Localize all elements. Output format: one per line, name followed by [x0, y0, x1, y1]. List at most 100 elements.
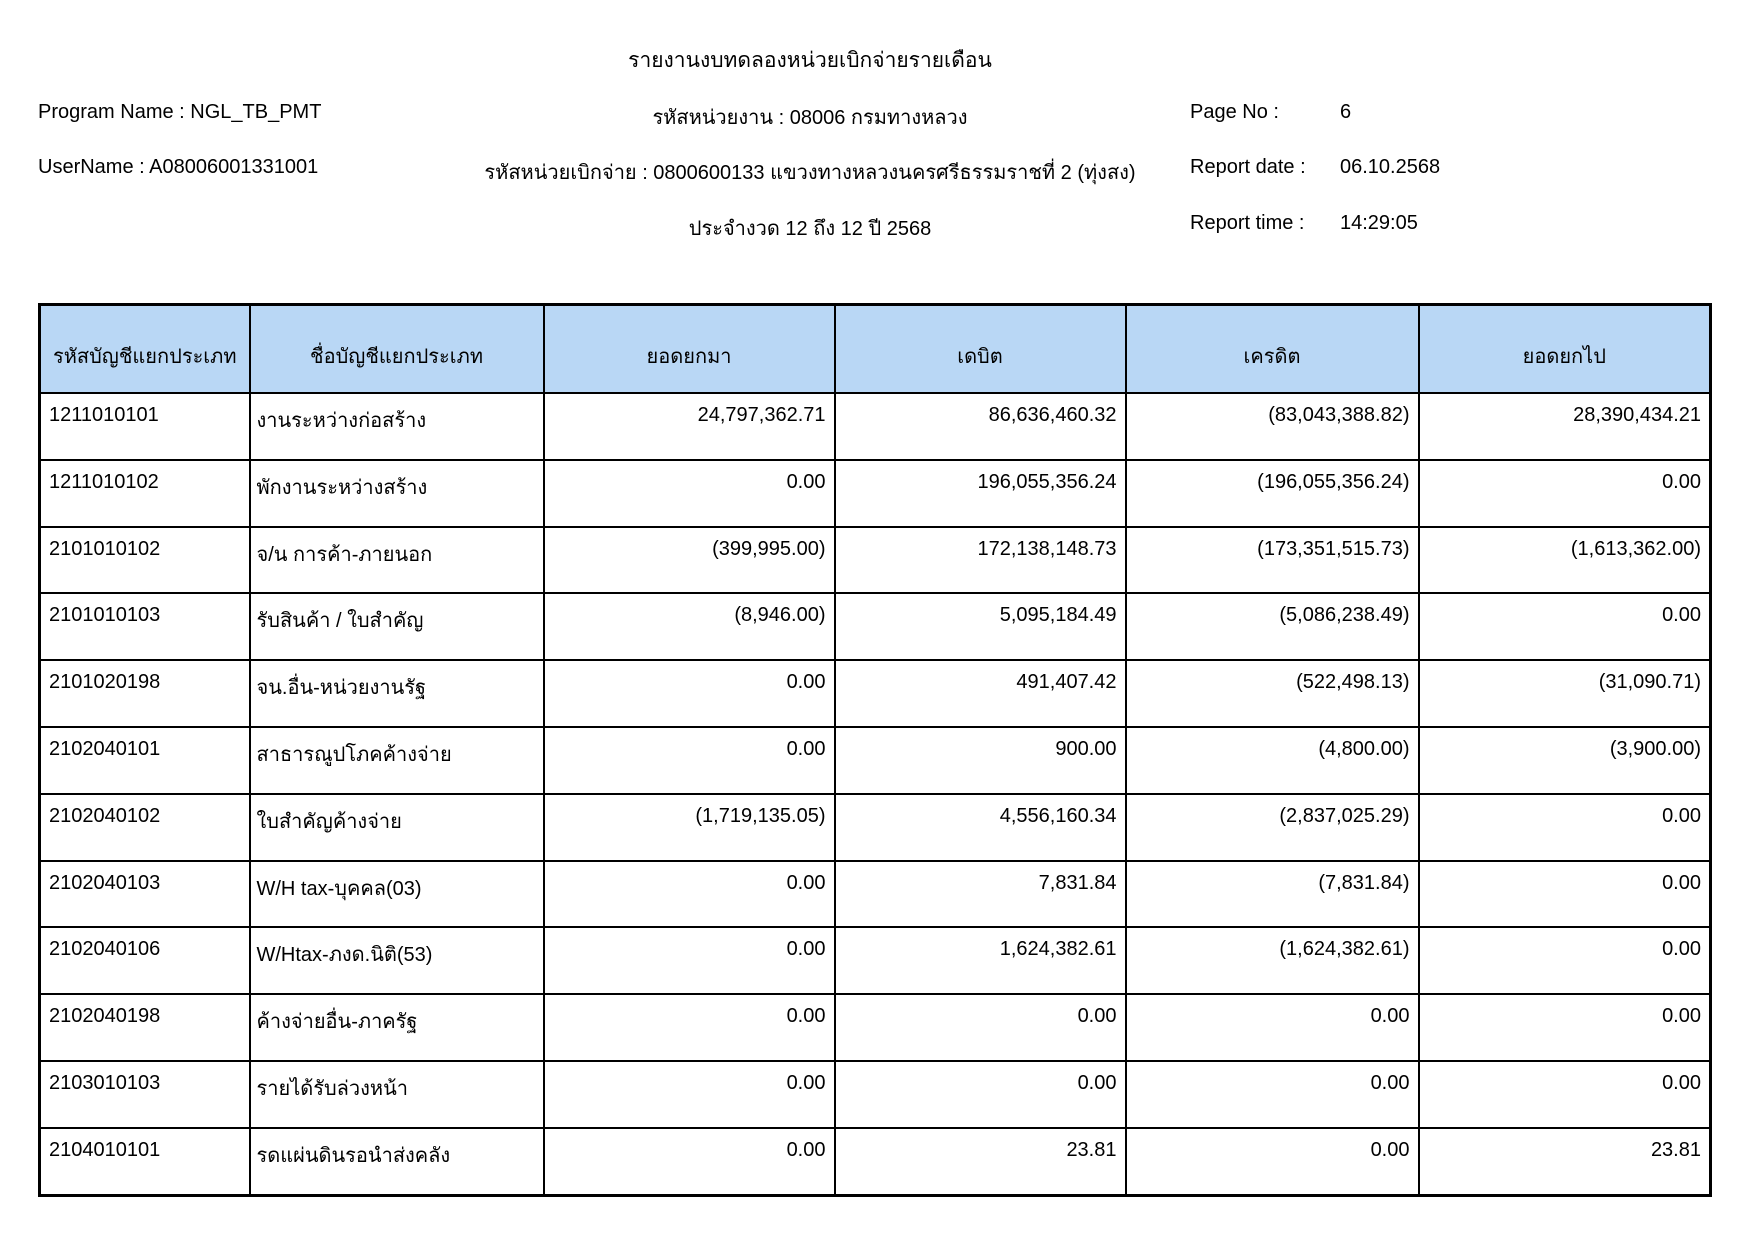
- column-header-balance-carried: ยอดยกไป: [1417, 303, 1712, 394]
- cell-balance-forward: 0.00: [542, 1059, 836, 1129]
- table-row: 2102040103 W/H tax-บุคคล(03) 0.00 7,831.84(…: [38, 859, 1712, 929]
- cell-debit: 5,095,184.49: [833, 592, 1127, 662]
- column-header-credit: เครดิต: [1124, 303, 1420, 394]
- report-time-value: 14:29:05: [1340, 212, 1418, 234]
- cell-balance-forward: 0.00: [542, 926, 836, 996]
- cell-balance-carried: (1,613,362.00): [1417, 525, 1712, 595]
- cell-debit: 900.00: [833, 725, 1127, 795]
- table-header: รหัสบัญชีแยกประเภท ชื่อบัญชีแยกประเภท ยอ…: [38, 303, 1712, 394]
- table-row: 2102040198 ค้างจ่ายอื่น-ภาครัฐ 0.00 0.00 0.0…: [38, 993, 1712, 1062]
- table-row: 2104010101 รดแผ่นดินรอนำส่งคลัง 0.00 23.81 0…: [38, 1126, 1712, 1197]
- cell-balance-forward: 0.00: [542, 859, 836, 929]
- table-row: 2102040102 ใบสำคัญค้างจ่าย (1,719,135.05) 4…: [38, 792, 1712, 862]
- table-row: 2101010103 รับสินค้า / ใบสำคัญ (8,946.00) 5…: [38, 592, 1712, 662]
- cell-credit: 0.00: [1124, 993, 1420, 1062]
- cell-account-code: 2103010103: [38, 1059, 251, 1129]
- cell-balance-carried: 0.00: [1417, 592, 1712, 662]
- column-header-balance-forward: ยอดยกมา: [542, 303, 836, 394]
- table-header-row: รหัสบัญชีแยกประเภท ชื่อบัญชีแยกประเภท ยอ…: [38, 303, 1712, 394]
- cell-account-code: 2102040103: [38, 859, 251, 929]
- cell-balance-carried: 0.00: [1417, 1059, 1712, 1129]
- cell-balance-carried: 0.00: [1417, 993, 1712, 1062]
- trial-balance-table: รหัสบัญชีแยกประเภท ชื่อบัญชีแยกประเภท ยอ…: [38, 303, 1712, 1197]
- cell-credit: 0.00: [1124, 1059, 1420, 1129]
- cell-balance-carried: (31,090.71): [1417, 659, 1712, 728]
- cell-balance-forward: 0.00: [542, 458, 836, 528]
- cell-credit: (1,624,382.61): [1124, 926, 1420, 996]
- table-row: 1211010102 พักงานระหว่างสร้าง 0.00 196,055,…: [38, 458, 1712, 528]
- column-header-account-name: ชื่อบัญชีแยกประเภท: [248, 303, 545, 394]
- cell-account-code: 2101010102: [38, 525, 251, 595]
- cell-debit: 491,407.42: [833, 659, 1127, 728]
- cell-debit: 0.00: [833, 1059, 1127, 1129]
- cell-account-name: W/Htax-ภงด.นิติ(53): [248, 926, 545, 996]
- cell-credit: (173,351,515.73): [1124, 525, 1420, 595]
- report-title: รายงานงบทดลองหน่วยเบิกจ่ายรายเดือน: [628, 49, 992, 72]
- cell-account-name: รดแผ่นดินรอนำส่งคลัง: [248, 1126, 545, 1197]
- cell-account-name: ค้างจ่ายอื่น-ภาครัฐ: [248, 993, 545, 1062]
- cell-balance-carried: 23.81: [1417, 1126, 1712, 1197]
- cell-balance-forward: 24,797,362.71: [542, 392, 836, 461]
- report-date-label: Report date :: [1190, 156, 1306, 178]
- cell-account-code: 2102040106: [38, 926, 251, 996]
- cell-balance-carried: (3,900.00): [1417, 725, 1712, 795]
- cell-account-code: 2102040101: [38, 725, 251, 795]
- cell-credit: (5,086,238.49): [1124, 592, 1420, 662]
- page-no-label: Page No :: [1190, 101, 1279, 123]
- cell-account-name: ใบสำคัญค้างจ่าย: [248, 792, 545, 862]
- cell-account-name: จน.อื่น-หน่วยงานรัฐ: [248, 659, 545, 728]
- cell-credit: (522,498.13): [1124, 659, 1420, 728]
- cell-credit: 0.00: [1124, 1126, 1420, 1197]
- cell-debit: 86,636,460.32: [833, 392, 1127, 461]
- agency-code: รหัสหน่วยงาน : 08006 กรมทางหลวง: [652, 107, 968, 129]
- table-row: 2102040101 สาธารณูปโภคค้างจ่าย 0.00 900.00(…: [38, 725, 1712, 795]
- table-row: 1211010101 งานระหว่างก่อสร้าง 24,797,362.7…: [38, 392, 1712, 461]
- cell-balance-forward: (1,719,135.05): [542, 792, 836, 862]
- table-row: 2102040106 W/Htax-ภงด.นิติ(53) 0.00 1,624,3…: [38, 926, 1712, 996]
- cell-balance-forward: 0.00: [542, 1126, 836, 1197]
- cell-account-name: จ/น การค้า-ภายนอก: [248, 525, 545, 595]
- cell-account-name: พักงานระหว่างสร้าง: [248, 458, 545, 528]
- cell-account-name: สาธารณูปโภคค้างจ่าย: [248, 725, 545, 795]
- table-row: 2103010103 รายได้รับล่วงหน้า 0.00 0.00 0.00 0…: [38, 1059, 1712, 1129]
- cell-debit: 1,624,382.61: [833, 926, 1127, 996]
- cell-credit: (4,800.00): [1124, 725, 1420, 795]
- cell-balance-forward: (399,995.00): [542, 525, 836, 595]
- cell-credit: (2,837,025.29): [1124, 792, 1420, 862]
- cell-account-code: 2101020198: [38, 659, 251, 728]
- cell-account-name: งานระหว่างก่อสร้าง: [248, 392, 545, 461]
- report-time-label: Report time :: [1190, 212, 1305, 234]
- table-body: 1211010101 งานระหว่างก่อสร้าง 24,797,362.7…: [38, 392, 1712, 1197]
- cell-balance-forward: (8,946.00): [542, 592, 836, 662]
- cell-balance-carried: 28,390,434.21: [1417, 392, 1712, 461]
- report-date-value: 06.10.2568: [1340, 156, 1441, 178]
- cell-account-code: 2104010101: [38, 1126, 251, 1197]
- cell-debit: 23.81: [833, 1126, 1127, 1197]
- program-name: Program Name : NGL_TB_PMT: [38, 101, 322, 123]
- cell-credit: (7,831.84): [1124, 859, 1420, 929]
- cell-credit: (83,043,388.82): [1124, 392, 1420, 461]
- cell-balance-forward: 0.00: [542, 993, 836, 1062]
- cell-account-code: 1211010102: [38, 458, 251, 528]
- cell-account-code: 2102040198: [38, 993, 251, 1062]
- page-no-value: 6: [1340, 101, 1352, 123]
- cell-account-code: 2101010103: [38, 592, 251, 662]
- cell-balance-carried: 0.00: [1417, 458, 1712, 528]
- user-name: UserName : A08006001331001: [38, 156, 319, 178]
- cell-account-code: 2102040102: [38, 792, 251, 862]
- report-period: ประจำงวด 12 ถึง 12 ปี 2568: [688, 218, 932, 240]
- cell-credit: (196,055,356.24): [1124, 458, 1420, 528]
- cell-balance-carried: 0.00: [1417, 926, 1712, 996]
- cell-debit: 196,055,356.24: [833, 458, 1127, 528]
- cell-balance-carried: 0.00: [1417, 792, 1712, 862]
- cell-balance-carried: 0.00: [1417, 859, 1712, 929]
- cell-debit: 0.00: [833, 993, 1127, 1062]
- disbursement-unit: รหัสหน่วยเบิกจ่าย : 0800600133 แขวงทางหล…: [484, 162, 1136, 184]
- cell-debit: 7,831.84: [833, 859, 1127, 929]
- cell-account-name: รับสินค้า / ใบสำคัญ: [248, 592, 545, 662]
- table-row: 2101010102 จ/น การค้า-ภายนอก (399,995.00) 1…: [38, 525, 1712, 595]
- table-row: 2101020198 จน.อื่น-หน่วยงานรัฐ 0.00 491,407…: [38, 659, 1712, 728]
- cell-balance-forward: 0.00: [542, 659, 836, 728]
- column-header-debit: เดบิต: [833, 303, 1127, 394]
- cell-account-code: 1211010101: [38, 392, 251, 461]
